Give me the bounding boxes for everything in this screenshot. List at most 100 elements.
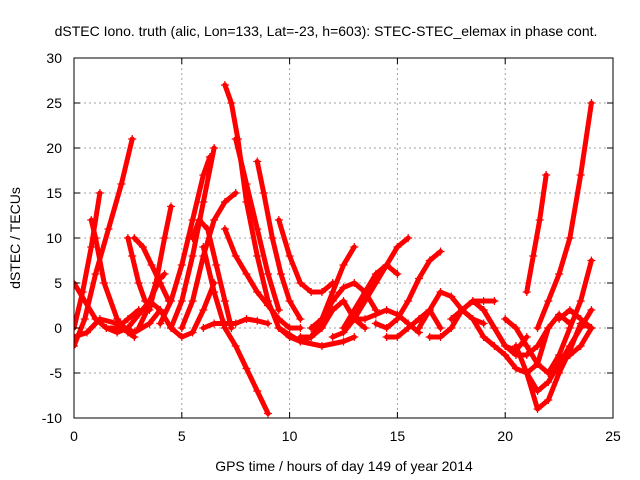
data-point [210, 216, 219, 224]
data-point [371, 319, 380, 328]
data-point [87, 243, 96, 251]
data-point [350, 315, 359, 323]
series-pass-30 [371, 247, 445, 332]
series-pass-18 [220, 81, 294, 341]
data-point [205, 153, 214, 161]
data-point [490, 297, 499, 305]
data-point [350, 243, 359, 251]
data-point [210, 288, 219, 296]
x-tick-label: 10 [282, 428, 298, 444]
data-point [587, 324, 596, 332]
data-point [160, 234, 169, 242]
data-point [100, 279, 109, 287]
data-point [479, 333, 488, 341]
data-point [259, 189, 268, 197]
data-point [285, 297, 294, 305]
data-point [307, 324, 316, 332]
data-point [188, 234, 197, 242]
data-point [587, 306, 596, 314]
data-point [145, 306, 154, 314]
series-line [222, 82, 293, 340]
data-point [151, 279, 160, 287]
data-point [177, 324, 186, 332]
series-pass-41 [533, 99, 596, 332]
x-tick-label: 25 [605, 428, 621, 444]
data-point [167, 202, 176, 211]
data-point [361, 288, 370, 296]
series-line [88, 217, 137, 340]
data-point [195, 216, 204, 224]
y-tick-label: 10 [46, 230, 62, 246]
data-point [393, 333, 402, 341]
series-line [341, 262, 400, 331]
data-point [404, 234, 413, 242]
data-point [501, 351, 510, 359]
data-point [188, 297, 197, 305]
data-point [436, 288, 445, 296]
data-point [138, 243, 147, 251]
data-point [285, 333, 294, 341]
data-point [264, 319, 273, 328]
x-tick-label: 5 [178, 428, 186, 444]
data-point [361, 315, 370, 323]
data-point [350, 306, 359, 314]
data-point [177, 297, 186, 305]
series-pass-43 [555, 306, 596, 332]
data-point [177, 261, 186, 269]
data-point [535, 216, 544, 224]
data-point [128, 252, 137, 260]
data-point [199, 198, 208, 206]
data-point [576, 315, 585, 323]
data-point [425, 333, 434, 341]
data-point [511, 342, 520, 350]
data-point [393, 243, 402, 251]
data-point [231, 135, 240, 143]
data-point [501, 315, 510, 323]
data-point [264, 409, 273, 418]
data-point [220, 81, 229, 89]
data-point [253, 225, 262, 233]
data-point [199, 324, 208, 332]
data-point [274, 315, 283, 323]
data-point [350, 279, 359, 287]
data-point [490, 342, 499, 350]
y-tick-label: 25 [46, 95, 62, 111]
data-point [339, 337, 348, 346]
data-point [425, 256, 434, 265]
data-point [576, 171, 585, 179]
data-point [95, 189, 104, 197]
series-pass-12 [167, 144, 219, 332]
data-point [307, 288, 316, 296]
data-point [296, 315, 305, 323]
data-point [576, 342, 585, 350]
data-point [371, 310, 380, 319]
data-point [565, 351, 574, 359]
series-line [146, 204, 174, 313]
data-point [253, 387, 262, 395]
series-pass-22 [274, 216, 337, 296]
data-point [533, 405, 542, 413]
data-point [285, 324, 294, 332]
data-point [80, 297, 89, 305]
data-point [576, 297, 585, 305]
data-point [339, 324, 348, 332]
series-layer [74, 81, 596, 418]
data-point [479, 306, 488, 314]
data-point [382, 324, 391, 332]
data-point [80, 315, 89, 323]
chart-title: dSTEC Iono. truth (alic, Lon=133, Lat=-2… [55, 23, 598, 39]
data-point [544, 324, 553, 332]
data-point [296, 324, 305, 332]
data-point [328, 297, 337, 305]
data-point [210, 144, 219, 152]
data-point [436, 333, 445, 341]
series-pass-40 [522, 324, 596, 395]
series-pass-29 [350, 306, 423, 337]
data-point [134, 279, 143, 287]
data-point [74, 342, 78, 350]
data-point [382, 306, 391, 314]
data-point [404, 297, 413, 305]
data-point [130, 328, 139, 337]
series-line [276, 217, 336, 295]
data-point [253, 316, 262, 325]
